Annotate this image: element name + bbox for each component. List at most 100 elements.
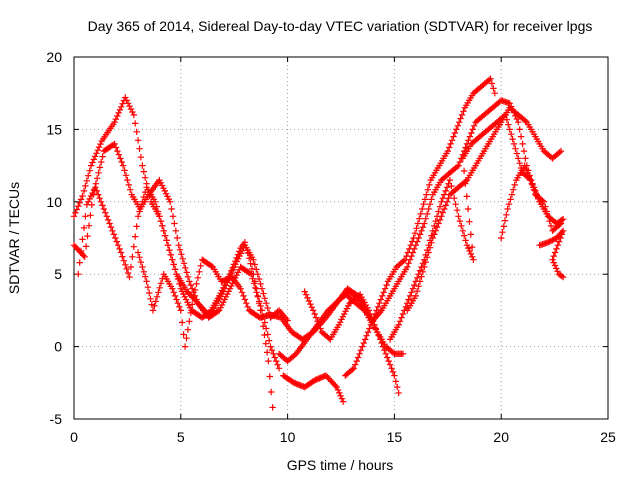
- data-point: [498, 234, 505, 242]
- data-point: [264, 304, 271, 312]
- data-point: [266, 373, 273, 380]
- data-point: [98, 158, 105, 166]
- data-point: [530, 184, 537, 191]
- y-tick-label: 15: [46, 121, 62, 137]
- data-point: [174, 234, 181, 242]
- data-point: [171, 220, 178, 227]
- data-point: [153, 203, 160, 210]
- data-point: [445, 195, 452, 202]
- data-point: [439, 209, 446, 216]
- data-point: [428, 232, 435, 239]
- data-point: [409, 249, 417, 256]
- data-point: [86, 167, 93, 174]
- data-point: [89, 159, 96, 166]
- data-point: [161, 232, 169, 239]
- data-point: [421, 196, 429, 203]
- data-point: [140, 268, 147, 275]
- data-point: [112, 144, 120, 151]
- data-point: [550, 236, 558, 243]
- data-point: [385, 357, 392, 365]
- data-point: [182, 296, 190, 303]
- data-point: [415, 234, 422, 242]
- x-tick-label: 0: [70, 429, 78, 445]
- data-point: [424, 210, 431, 218]
- data-point: [85, 222, 93, 229]
- data-point: [173, 271, 180, 278]
- data-point: [181, 343, 189, 350]
- data-point: [352, 361, 359, 368]
- data-point: [429, 227, 436, 234]
- data-point: [151, 302, 158, 310]
- data-point: [436, 216, 444, 224]
- data-point: [558, 216, 566, 224]
- data-point: [554, 242, 561, 249]
- data-series: [70, 75, 567, 411]
- data-point: [220, 299, 227, 306]
- data-point: [438, 198, 445, 205]
- data-point: [249, 275, 256, 282]
- data-point: [449, 188, 456, 196]
- data-point: [549, 237, 556, 244]
- data-point: [443, 198, 451, 205]
- data-point: [122, 94, 129, 101]
- data-point: [186, 318, 193, 325]
- data-point: [155, 289, 162, 296]
- data-point: [120, 257, 127, 264]
- data-point: [515, 155, 522, 162]
- data-point: [268, 347, 276, 354]
- data-point: [167, 251, 174, 259]
- data-point: [214, 308, 222, 315]
- data-point: [467, 250, 475, 258]
- data-point: [75, 271, 82, 278]
- data-point: [419, 268, 427, 275]
- data-point: [463, 193, 470, 200]
- data-point: [431, 222, 438, 230]
- data-point: [95, 191, 102, 198]
- data-point: [190, 292, 197, 300]
- data-point: [428, 196, 435, 203]
- data-point: [243, 300, 250, 307]
- data-point: [394, 383, 401, 391]
- data-point: [140, 193, 147, 201]
- data-point: [160, 227, 167, 234]
- data-point: [396, 318, 404, 325]
- data-point: [127, 263, 135, 271]
- data-point: [263, 349, 271, 356]
- data-point: [124, 269, 132, 277]
- data-point: [171, 292, 179, 300]
- data-point: [381, 285, 389, 292]
- data-point: [179, 255, 186, 262]
- data-point: [384, 354, 391, 361]
- data-point: [453, 126, 460, 133]
- data-point: [392, 378, 399, 385]
- data-point: [462, 180, 469, 187]
- data-point: [422, 215, 429, 222]
- data-point: [383, 281, 390, 289]
- data-point: [401, 307, 408, 314]
- y-tick-label: 20: [46, 49, 62, 65]
- data-point: [114, 112, 121, 120]
- data-point: [93, 150, 100, 157]
- data-point: [466, 247, 473, 255]
- data-point: [113, 238, 120, 245]
- data-point: [75, 202, 82, 210]
- data-point: [446, 144, 453, 151]
- data-point: [170, 289, 177, 296]
- data-point: [82, 243, 90, 250]
- data-point: [395, 321, 402, 329]
- data-point: [115, 151, 123, 158]
- data-point: [411, 230, 419, 237]
- data-point: [102, 209, 109, 216]
- data-point: [132, 233, 139, 240]
- data-point: [256, 298, 263, 305]
- data-point: [559, 227, 567, 234]
- data-point: [528, 180, 535, 187]
- data-point: [509, 135, 516, 143]
- data-point: [426, 181, 433, 189]
- data-point: [153, 293, 161, 300]
- data-point: [274, 361, 281, 368]
- data-point: [470, 122, 478, 129]
- data-point: [398, 314, 405, 321]
- data-point: [105, 216, 112, 224]
- data-point: [443, 184, 451, 191]
